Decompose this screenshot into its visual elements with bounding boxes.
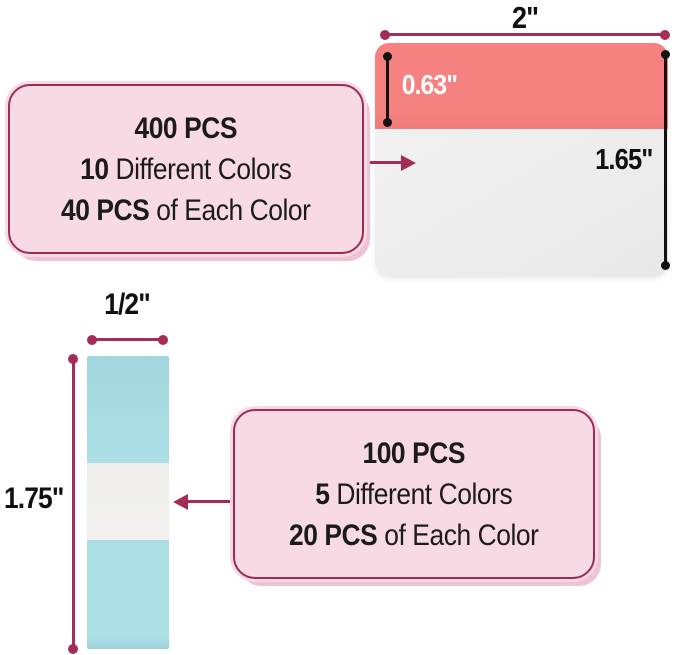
callout-line-pieces: 100 PCS <box>362 436 466 470</box>
small-tab-blue-bottom <box>87 540 169 649</box>
large-sticky-tab <box>375 43 668 277</box>
small-tab-width-label: 1/2" <box>104 288 151 321</box>
small-sticky-tab <box>87 356 169 649</box>
large-tab-red-flag <box>375 43 668 129</box>
callout-line-colors: 10 Different Colors <box>80 152 292 186</box>
small-callout-arrowhead-icon <box>173 494 188 510</box>
small-tab-height-label: 1.75" <box>3 482 64 515</box>
large-tab-width-label: 2" <box>511 0 539 35</box>
large-callout-arrowhead-icon <box>401 155 416 171</box>
measure-dot-icon <box>380 30 390 40</box>
measure-dot-icon <box>661 261 670 270</box>
measure-dot-icon <box>158 335 168 345</box>
large-tab-height-label: 1.65" <box>595 144 653 176</box>
large-tab-callout: 400 PCS 10 Different Colors 40 PCS of Ea… <box>8 84 364 254</box>
small-tab-callout-text: 100 PCS 5 Different Colors 20 PCS of Eac… <box>289 433 539 556</box>
measure-dot-icon <box>383 118 392 127</box>
large-tab-callout-text: 400 PCS 10 Different Colors 40 PCS of Ea… <box>61 108 311 231</box>
small-tab-height-measure-line <box>72 359 75 647</box>
small-tab-white-middle <box>87 463 169 540</box>
measure-dot-icon <box>68 354 78 364</box>
small-callout-arrow-icon <box>186 500 233 503</box>
small-tab-width-measure-line <box>92 338 162 341</box>
large-callout-arrow-icon <box>366 161 404 164</box>
flag-height-measure-line <box>386 55 389 122</box>
measure-dot-icon <box>383 52 392 61</box>
large-tab-width-measure-line <box>385 33 665 36</box>
callout-line-pieces: 400 PCS <box>134 111 238 145</box>
large-tab-writable-body <box>375 129 668 277</box>
measure-dot-icon <box>87 335 97 345</box>
measure-dot-icon <box>661 50 670 59</box>
flag-height-label: 0.63" <box>401 69 458 100</box>
small-tab-callout: 100 PCS 5 Different Colors 20 PCS of Eac… <box>233 409 595 579</box>
callout-line-colors: 5 Different Colors <box>315 477 513 511</box>
measure-dot-icon <box>660 30 670 40</box>
measure-dot-icon <box>68 644 78 654</box>
callout-line-per-color: 20 PCS of Each Color <box>289 518 539 552</box>
large-tab-height-measure-line <box>664 54 667 264</box>
small-tab-blue-top <box>87 356 169 463</box>
callout-line-per-color: 40 PCS of Each Color <box>61 193 311 227</box>
